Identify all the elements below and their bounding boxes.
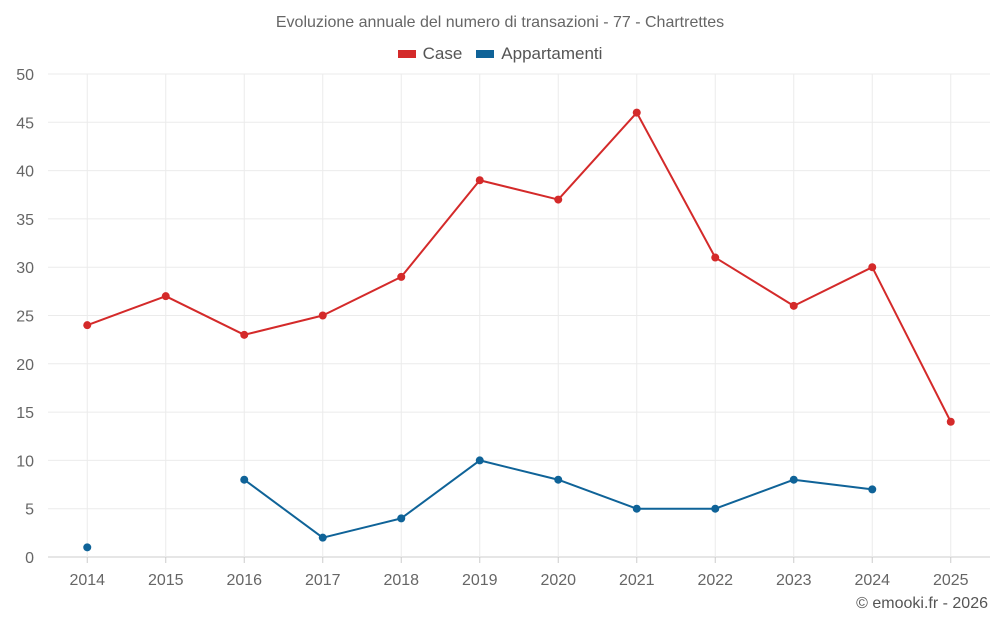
x-tick-label: 2017 (305, 572, 341, 589)
series-line-case (86, 111, 952, 423)
data-point-case (161, 292, 170, 301)
x-tick-label: 2018 (383, 572, 419, 589)
legend-item-case[interactable]: Case (397, 44, 463, 64)
data-point-appartamenti (711, 504, 720, 513)
data-point-case (632, 108, 641, 117)
data-point-case (83, 321, 92, 330)
data-point-case (240, 330, 249, 339)
data-point-appartamenti (397, 514, 406, 523)
legend: Case Appartamenti (0, 44, 1000, 64)
data-point-case (318, 311, 327, 320)
data-point-appartamenti (240, 475, 249, 484)
y-tick-label: 30 (16, 260, 34, 277)
data-point-case (475, 176, 484, 185)
data-point-case (868, 263, 877, 272)
data-point-case (711, 253, 720, 262)
x-tick-label: 2020 (540, 572, 576, 589)
legend-swatch-appartamenti (476, 50, 495, 58)
data-point-case (946, 417, 955, 426)
y-tick-label: 25 (16, 309, 34, 326)
legend-label-appartamenti: Appartamenti (501, 44, 603, 63)
data-point-appartamenti (475, 456, 484, 465)
x-tick-label: 2025 (933, 572, 969, 589)
data-point-appartamenti (789, 475, 798, 484)
y-tick-label: 35 (16, 212, 34, 229)
data-point-appartamenti (318, 533, 327, 542)
chart-title: Evoluzione annuale del numero di transaz… (275, 14, 725, 31)
y-tick-label: 40 (16, 164, 34, 181)
x-tick-label: 2021 (619, 572, 655, 589)
x-tick-label: 2024 (854, 572, 890, 589)
data-point-appartamenti (868, 485, 877, 494)
credit-text: © emooki.fr - 2026 (856, 595, 988, 612)
legend-swatch-case (397, 50, 416, 58)
legend-item-appartamenti[interactable]: Appartamenti (476, 44, 602, 64)
y-tick-label: 10 (16, 453, 34, 470)
data-point-appartamenti (632, 504, 641, 513)
x-tick-label: 2016 (226, 572, 262, 589)
y-tick-label: 45 (16, 115, 34, 132)
y-tick-label: 20 (16, 357, 34, 374)
data-point-case (554, 195, 563, 204)
legend-label-case: Case (422, 44, 463, 63)
x-tick-label: 2019 (462, 572, 498, 589)
y-tick-label: 5 (25, 502, 34, 519)
y-tick-label: 15 (16, 405, 34, 422)
data-point-case (397, 272, 406, 281)
x-tick-label: 2014 (69, 572, 105, 589)
data-point-appartamenti (83, 543, 92, 552)
x-tick-label: 2015 (148, 572, 184, 589)
data-point-appartamenti (554, 475, 563, 484)
y-tick-label: 0 (25, 550, 34, 567)
x-tick-label: 2023 (776, 572, 812, 589)
y-tick-label: 50 (16, 67, 34, 84)
data-point-case (789, 301, 798, 310)
x-tick-label: 2022 (697, 572, 733, 589)
